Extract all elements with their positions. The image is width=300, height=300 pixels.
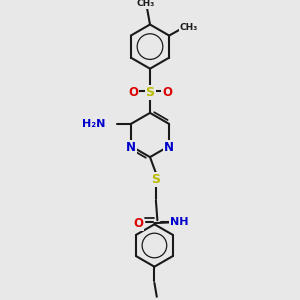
Text: O: O [162,86,172,99]
Text: S: S [146,86,154,99]
Text: O: O [133,217,143,230]
Text: CH₃: CH₃ [180,23,198,32]
Text: S: S [152,173,160,186]
Text: H₂N: H₂N [82,119,105,129]
Text: N: N [126,141,136,154]
Text: O: O [128,86,138,99]
Text: CH₃: CH₃ [136,0,155,8]
Text: NH: NH [169,217,188,227]
Text: N: N [164,141,174,154]
